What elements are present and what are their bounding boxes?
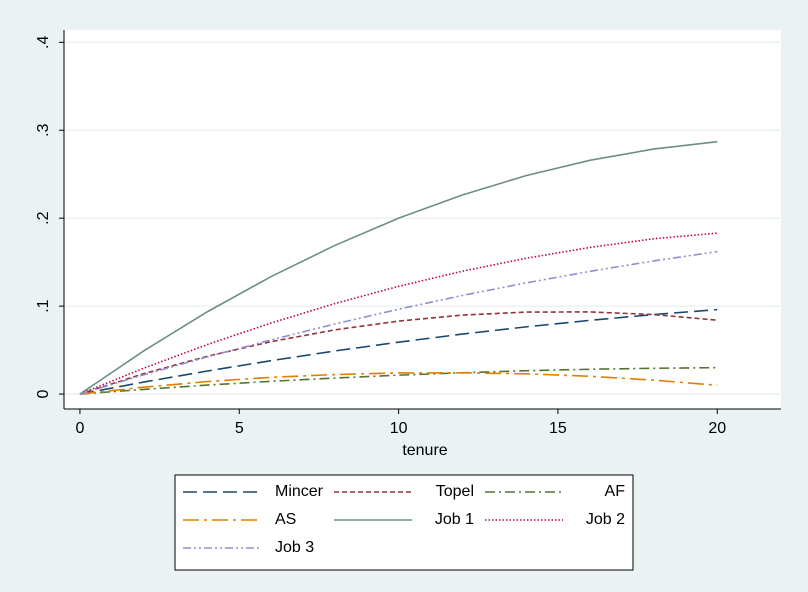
legend-label: Mincer xyxy=(275,483,324,500)
legend-label: Job 1 xyxy=(435,511,474,528)
legend-label: AF xyxy=(605,483,626,500)
legend xyxy=(174,474,634,571)
series-line xyxy=(79,140,718,395)
x-tick-label: 5 xyxy=(235,420,244,437)
y-tick-label: .4 xyxy=(35,36,52,49)
legend-label: Job 3 xyxy=(275,539,314,556)
legend-label: Job 2 xyxy=(586,511,625,528)
x-tick-label: 15 xyxy=(549,420,567,437)
series-line xyxy=(79,232,718,395)
x-tick-label: 0 xyxy=(75,420,84,437)
y-tick-label: .3 xyxy=(35,123,52,136)
legend-label: Topel xyxy=(436,483,474,500)
y-tick-label: .1 xyxy=(35,299,52,312)
series-line xyxy=(79,371,718,395)
legend-label: AS xyxy=(275,511,296,528)
y-tick-label: 0 xyxy=(35,390,52,399)
x-tick-label: 10 xyxy=(390,420,408,437)
series-line xyxy=(79,311,718,395)
y-tick-label: .2 xyxy=(35,211,52,224)
plot-area xyxy=(64,30,781,409)
series-line xyxy=(79,250,718,395)
x-axis-label: tenure xyxy=(402,442,447,459)
x-tick-label: 20 xyxy=(708,420,726,437)
series-line xyxy=(79,366,718,395)
series-line xyxy=(79,308,718,395)
